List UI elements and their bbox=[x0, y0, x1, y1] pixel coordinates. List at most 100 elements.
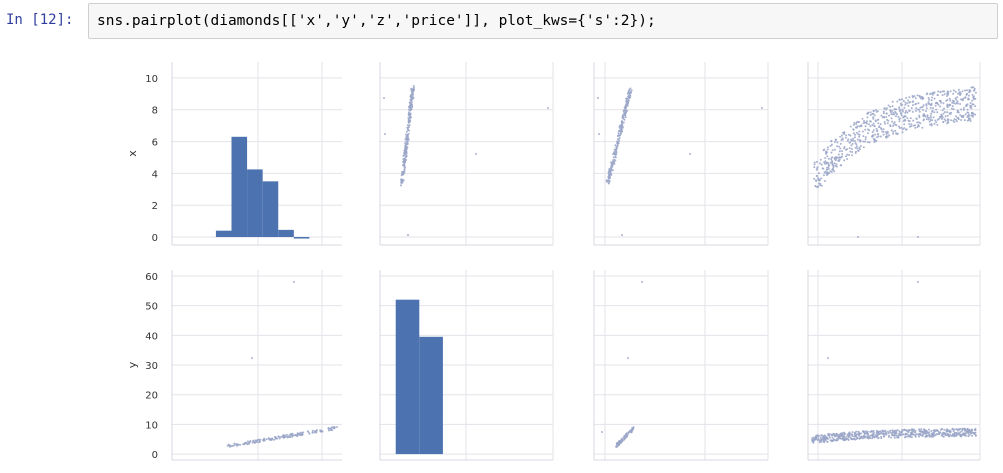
scatter-point bbox=[954, 118, 957, 121]
scatter-point bbox=[412, 93, 415, 96]
scatter-point bbox=[847, 138, 850, 141]
scatter-point bbox=[974, 97, 977, 100]
scatter-point bbox=[823, 438, 826, 441]
scatter-point bbox=[614, 153, 617, 156]
scatter-point bbox=[872, 110, 875, 112]
scatter-point bbox=[689, 153, 691, 155]
scatter-point bbox=[291, 432, 294, 435]
scatter-point bbox=[952, 119, 955, 122]
scatter-point bbox=[971, 111, 974, 114]
scatter-point bbox=[872, 129, 875, 132]
scatter-point bbox=[830, 171, 833, 173]
scatter-point bbox=[892, 122, 895, 125]
scatter-point bbox=[898, 110, 901, 113]
scatter-point bbox=[383, 97, 385, 99]
scatter-point bbox=[922, 97, 925, 100]
ytick-label: 50 bbox=[145, 302, 158, 313]
scatter-point bbox=[918, 435, 920, 438]
scatter-point bbox=[907, 430, 910, 433]
scatter-point bbox=[289, 433, 292, 436]
scatter-point bbox=[836, 141, 839, 144]
scatter-point bbox=[406, 142, 409, 145]
scatter-point bbox=[883, 435, 886, 438]
code-text[interactable]: sns.pairplot(diamonds[['x','y','z','pric… bbox=[97, 13, 656, 29]
scatter-point bbox=[833, 170, 836, 173]
scatter-point bbox=[929, 123, 932, 126]
scatter-point bbox=[320, 430, 323, 433]
scatter-point bbox=[822, 174, 825, 177]
scatter-point bbox=[921, 105, 924, 108]
scatter-point bbox=[311, 431, 314, 434]
scatter-point bbox=[867, 433, 870, 436]
scatter-point bbox=[904, 432, 907, 435]
scatter-point bbox=[858, 130, 861, 133]
scatter-point bbox=[834, 434, 837, 437]
scatter-point bbox=[246, 440, 249, 443]
scatter-point bbox=[623, 434, 626, 437]
scatter-point bbox=[625, 98, 628, 100]
scatter-point bbox=[898, 117, 901, 120]
scatter-point bbox=[837, 153, 840, 156]
scatter-point bbox=[621, 440, 623, 443]
scatter-point bbox=[400, 181, 403, 184]
scatter-point bbox=[881, 429, 884, 432]
scatter-point bbox=[862, 435, 865, 438]
scatter-point bbox=[933, 111, 936, 114]
scatter-point bbox=[928, 98, 931, 101]
scatter-point bbox=[886, 130, 889, 133]
scatter-point bbox=[625, 104, 628, 107]
scatter-point bbox=[957, 118, 960, 121]
scatter-point bbox=[405, 134, 408, 137]
scatter-point bbox=[823, 161, 826, 164]
scatter-point bbox=[886, 122, 889, 125]
scatter-point bbox=[475, 153, 477, 155]
scatter-point bbox=[858, 139, 861, 142]
scatter-point bbox=[404, 145, 407, 148]
scatter-point bbox=[890, 113, 893, 116]
scatter-point bbox=[961, 429, 963, 432]
scatter-point bbox=[859, 145, 862, 147]
scatter-point bbox=[851, 434, 854, 437]
scatter-point bbox=[901, 131, 904, 134]
scatter-point bbox=[607, 173, 610, 176]
scatter-point bbox=[927, 118, 930, 121]
scatter-point bbox=[611, 169, 614, 172]
code-cell-input[interactable]: sns.pairplot(diamonds[['x','y','z','pric… bbox=[88, 3, 998, 39]
scatter-point bbox=[925, 430, 928, 432]
scatter-point bbox=[848, 432, 850, 435]
scatter-point bbox=[289, 436, 292, 439]
scatter-point bbox=[826, 438, 829, 440]
scatter-point bbox=[253, 441, 256, 444]
scatter-point bbox=[964, 89, 966, 92]
scatter-point bbox=[963, 428, 966, 430]
scatter-point bbox=[857, 236, 859, 238]
scatter-point bbox=[279, 436, 282, 438]
scatter-point bbox=[973, 89, 975, 92]
scatter-point bbox=[959, 427, 962, 430]
ytick-label: 10 bbox=[145, 74, 158, 85]
scatter-point bbox=[885, 136, 888, 139]
scatter-point bbox=[853, 433, 856, 436]
scatter-point bbox=[967, 111, 970, 114]
scatter-point bbox=[931, 119, 934, 122]
scatter-point bbox=[968, 113, 970, 116]
scatter-point bbox=[973, 429, 976, 431]
scatter-point bbox=[925, 118, 928, 120]
scatter-point bbox=[412, 90, 414, 93]
scatter-point bbox=[936, 111, 939, 114]
scatter-point bbox=[918, 110, 921, 113]
scatter-point bbox=[823, 180, 826, 182]
scatter-point bbox=[616, 144, 619, 147]
scatter-point bbox=[858, 146, 861, 149]
scatter-point bbox=[846, 153, 849, 156]
scatter-point bbox=[966, 119, 969, 122]
scatter-point bbox=[608, 180, 611, 183]
scatter-point bbox=[828, 164, 831, 167]
scatter-point bbox=[910, 428, 913, 431]
scatter-point bbox=[607, 177, 610, 180]
scatter-point bbox=[930, 99, 933, 102]
scatter-point bbox=[384, 133, 386, 135]
scatter-point bbox=[962, 107, 965, 109]
scatter-point bbox=[947, 91, 950, 94]
scatter-point bbox=[898, 106, 901, 109]
